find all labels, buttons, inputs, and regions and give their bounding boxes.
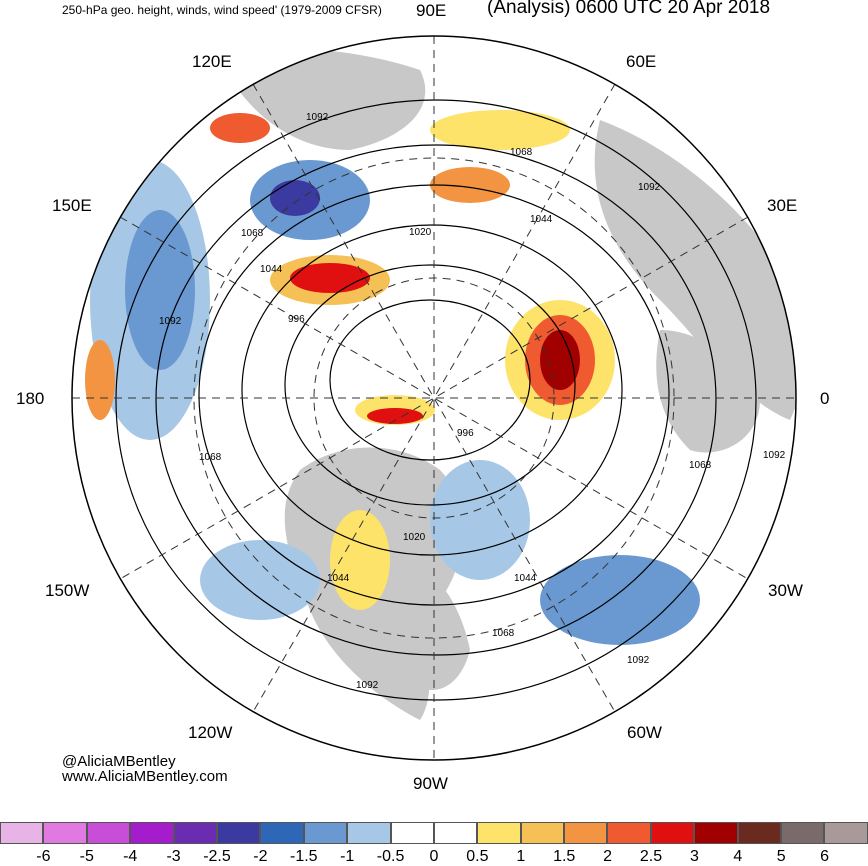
lon-label-90e: 90E [416,1,446,20]
contour-label: 1068 [689,460,712,471]
colorbar-swatch [520,822,565,844]
colorbar-swatch [433,822,478,844]
contour-label: 1068 [492,628,515,639]
colorbar-swatch [477,822,521,844]
colorbar-tick-label: -4 [123,848,138,865]
colorbar-swatch [216,822,261,844]
contour-label: 1068 [241,228,264,239]
lon-label-30e: 30E [767,196,797,215]
colorbar-swatch [43,822,87,844]
lon-label-120w: 120W [188,723,232,742]
contour-label: 1092 [159,316,182,327]
colorbar-swatch [260,822,304,844]
colorbar-swatch [564,822,608,844]
lon-label-120e: 120E [192,52,232,71]
colorbar-swatch [347,822,391,844]
colorbar-tick-label: 0.5 [466,848,489,865]
colorbar-tick-label: 2 [603,848,613,865]
colorbar-swatch [781,822,825,844]
colorbar-swatch [173,822,217,844]
colorbar-swatch [607,822,651,844]
colorbar-swatch [824,822,868,844]
chart-title-left: 250-hPa geo. height, winds, wind speed' … [62,3,382,17]
graticule [72,36,796,760]
colorbar-tick-label: 1 [516,848,526,865]
lon-label-60w: 60W [627,723,662,742]
contour-label: 1044 [260,264,283,275]
contour-label: 1068 [199,452,222,463]
lon-label-90w: 90W [413,774,448,793]
contour-label: 1044 [327,573,350,584]
colorbar-boxes [0,822,868,844]
contour-label: 1020 [403,532,426,543]
header: 250-hPa geo. height, winds, wind speed' … [0,0,868,22]
contour-label: 1092 [638,182,661,193]
colorbar-swatch [737,822,782,844]
contour-labels: 1092 1068 1092 1068 1044 1020 1044 996 1… [159,112,786,691]
map-disk [72,36,796,760]
colorbar-tick-label: 6 [820,848,830,865]
colorbar-tick-label: -5 [79,848,94,865]
colorbar-tick-label: 0 [429,848,439,865]
colorbar-swatch [303,822,348,844]
credit-handle: @AliciaMBentley [62,753,176,770]
lon-label-60e: 60E [626,52,656,71]
colorbar-tick-label: -1.5 [290,848,318,865]
lon-label-150w: 150W [45,581,89,600]
contour-label: 1092 [356,680,379,691]
contour-label: 1092 [627,655,650,666]
colorbar-tick-label: 2.5 [639,848,663,865]
colorbar-swatch [650,822,695,844]
colorbar-tick-label: -0.5 [376,848,405,865]
map-boundary [71,35,797,761]
chart-title-right: (Analysis) 0600 UTC 20 Apr 2018 [487,0,771,18]
colorbar-swatch [694,822,738,844]
colorbar-tick-label: -3 [166,848,181,865]
contour-label: 996 [457,428,474,439]
credit-website: www.AliciaMBentley.com [62,768,228,785]
colorbar-tick-label: -2.5 [203,848,231,865]
colorbar-tick-label: 5 [776,848,786,865]
height-contours [115,99,757,701]
lon-label-180: 180 [16,389,44,408]
colorbar: -6 -5 -4 -3 -2.5 -2 -1.5 -1 -0.5 0 0.5 1 1.5 2 2.5 3 4 5 6 [0,822,868,865]
contour-label: 1020 [409,227,432,238]
polar-map: 90E 60E 30E 0 30W 60W 90W 120W 150W 180 … [16,1,829,793]
colorbar-swatch [0,822,44,844]
colorbar-tick-label: 4 [733,848,743,865]
colorbar-swatch [86,822,131,844]
anomaly-shading [85,110,700,645]
contour-label: 1092 [763,450,786,461]
contour-label: 1044 [514,573,537,584]
contour-label: 996 [288,314,305,325]
colorbar-swatch [130,822,174,844]
colorbar-tick-label: 1.5 [553,848,576,865]
colorbar-tick-label: 3 [689,848,699,865]
contour-label: 1068 [510,147,533,158]
contour-label: 1092 [306,112,329,123]
colorbar-tick-label: -6 [36,848,51,865]
lon-label-150e: 150E [52,196,92,215]
lon-label-0: 0 [820,389,829,408]
contour-label: 1044 [530,214,553,225]
colorbar-swatch [390,822,434,844]
colorbar-tick-label: -1 [340,848,355,865]
colorbar-tick-label: -2 [253,848,268,865]
lon-label-30w: 30W [768,581,803,600]
